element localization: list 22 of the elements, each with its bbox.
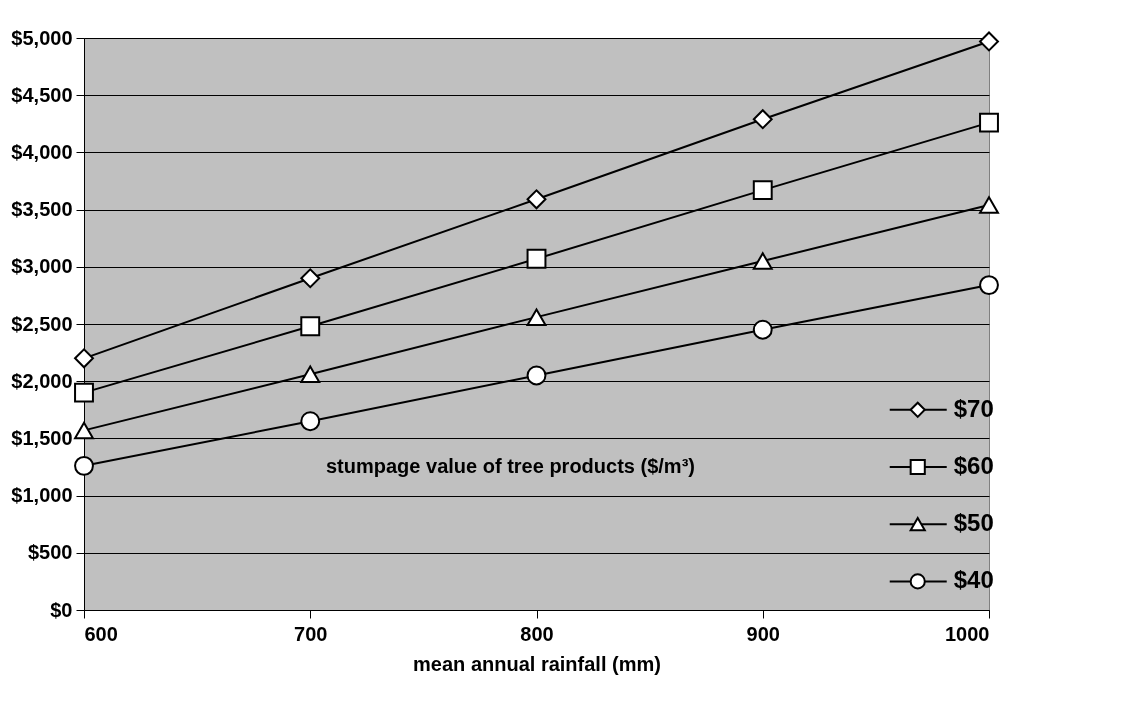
y-tick-label: $500 xyxy=(28,541,73,564)
legend-label: $70 xyxy=(953,394,994,422)
x-tick-label: 600 xyxy=(84,622,118,645)
legend-label: $50 xyxy=(953,509,994,537)
y-tick-label: $3,000 xyxy=(11,255,73,278)
x-tick-label: 800 xyxy=(520,622,554,645)
x-tick-label: 700 xyxy=(294,622,328,645)
y-tick-label: $0 xyxy=(50,598,73,621)
legend-title: stumpage value of tree products ($/m³) xyxy=(326,455,695,477)
y-tick-label: $1,000 xyxy=(11,484,73,507)
x-tick-label: 1000 xyxy=(945,622,990,645)
y-tick-label: $4,500 xyxy=(11,83,73,106)
legend-label: $40 xyxy=(953,566,994,594)
y-tick-label: $3,500 xyxy=(11,198,73,221)
x-axis-title: mean annual rainfall (mm) xyxy=(413,652,661,675)
y-tick-label: $2,000 xyxy=(11,369,73,392)
y-tick-label: $5,000 xyxy=(11,26,73,49)
x-tick-label: 900 xyxy=(746,622,780,645)
y-tick-label: $1,500 xyxy=(11,426,73,449)
y-tick-label: $2,500 xyxy=(11,312,73,335)
legend-label: $60 xyxy=(953,452,994,479)
y-tick-label: $4,000 xyxy=(11,140,73,163)
